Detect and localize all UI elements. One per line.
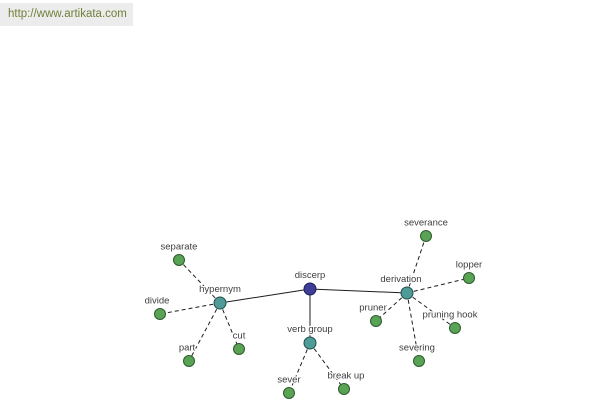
edge-verb-group-to-sever: [288, 342, 311, 394]
edge-discerp-to-derivation: [309, 288, 408, 294]
node-label-severance[interactable]: severance: [403, 216, 449, 230]
node-layer: [154, 230, 475, 399]
node-lopper[interactable]: [463, 272, 475, 284]
node-label-sever[interactable]: sever: [276, 373, 302, 387]
label-layer: discerp hypernym verb group derivation separ…: [143, 216, 484, 387]
node-break-up[interactable]: [338, 383, 350, 395]
edge-hypernym-to-separate: [178, 259, 221, 304]
node-label-part[interactable]: part: [178, 341, 197, 355]
node-label-break-up[interactable]: break up: [326, 369, 365, 383]
node-label-pruner[interactable]: pruner: [358, 301, 388, 315]
node-label-cut[interactable]: cut: [231, 329, 247, 343]
node-hypernym[interactable]: [213, 296, 227, 310]
node-verb-group[interactable]: [303, 336, 317, 350]
node-cut[interactable]: [233, 343, 245, 355]
node-label-derivation[interactable]: derivation: [379, 273, 423, 287]
node-severing[interactable]: [413, 355, 425, 367]
node-label-severing[interactable]: severing: [398, 341, 436, 355]
node-label-hypernym[interactable]: hypernym: [198, 283, 242, 297]
node-part[interactable]: [183, 355, 195, 367]
node-separate[interactable]: [173, 254, 185, 266]
node-label-verb-group[interactable]: verb group: [286, 323, 334, 337]
node-pruner[interactable]: [370, 315, 382, 327]
node-label-pruning-hook[interactable]: pruning hook: [421, 308, 479, 322]
node-severance[interactable]: [420, 230, 432, 242]
node-label-lopper[interactable]: lopper: [455, 258, 484, 272]
node-label-divide[interactable]: divide: [143, 294, 170, 308]
watermark-url-label: http://www.artikata.com: [0, 3, 133, 26]
node-pruning-hook[interactable]: [449, 322, 461, 334]
node-derivation[interactable]: [400, 286, 414, 300]
node-discerp[interactable]: [303, 282, 317, 296]
node-sever[interactable]: [283, 387, 295, 399]
edge-hypernym-to-cut: [219, 302, 240, 350]
edge-verb-group-to-break-up: [309, 342, 345, 390]
node-divide[interactable]: [154, 308, 166, 320]
node-label-separate[interactable]: separate: [159, 240, 198, 254]
node-label-discerp[interactable]: discerp: [293, 269, 326, 283]
